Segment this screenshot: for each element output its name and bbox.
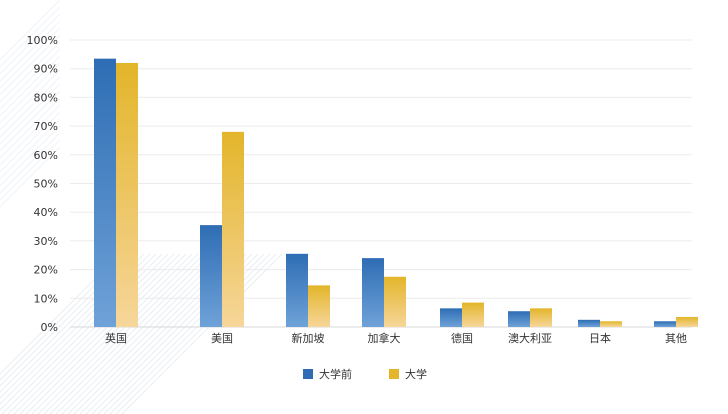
x-tick-label: 德国 [451, 331, 473, 345]
y-tick-label: 0% [41, 321, 58, 334]
bg-stripe [0, 41, 61, 103]
bar-university [384, 276, 406, 327]
bar-university [530, 308, 552, 327]
bg-stripe [0, 97, 61, 159]
x-tick-label: 美国 [211, 332, 233, 345]
bar-pre-university [440, 308, 462, 327]
x-tick-label: 澳大利亚 [508, 331, 552, 345]
bg-stripe [0, 34, 61, 96]
x-axis: 英国 美国 新加坡 加拿大 德国 澳大利亚 日本 其他 [105, 331, 687, 345]
legend-label: 大学 [405, 367, 427, 381]
bg-stripe [0, 146, 61, 208]
bg-stripe [0, 104, 61, 166]
bar-pre-university [200, 225, 222, 327]
bar-university [116, 62, 138, 328]
bar-university [462, 302, 484, 327]
bg-stripe [0, 20, 61, 82]
bg-stripe [31, 253, 193, 414]
legend-label: 大学前 [319, 367, 352, 381]
x-tick-label: 日本 [589, 331, 611, 345]
bg-stripe [121, 253, 283, 414]
bg-stripe [0, 13, 61, 75]
bg-stripe [0, 132, 61, 194]
bg-stripe [0, 0, 61, 61]
y-tick-label: 20% [34, 264, 58, 277]
y-tick-label: 90% [34, 63, 58, 76]
bg-stripe [25, 253, 187, 414]
y-axis: 0% 10% 20% 30% 40% 50% 60% 70% 80% 90% 100% [27, 34, 58, 334]
bg-stripe [115, 253, 277, 414]
bg-stripe [13, 253, 175, 414]
bg-stripe [55, 253, 217, 414]
y-tick-label: 100% [27, 34, 58, 47]
bg-stripe [0, 118, 61, 180]
legend: 大学前 大学 [303, 367, 427, 381]
x-tick-label: 加拿大 [368, 331, 401, 345]
bar-university [600, 321, 622, 327]
x-tick-label: 新加坡 [292, 331, 325, 345]
bar-pre-university [286, 253, 308, 327]
bg-stripe [0, 253, 121, 375]
y-tick-label: 30% [34, 235, 58, 248]
bg-stripe [49, 253, 211, 414]
bg-stripe [0, 111, 61, 173]
bar-pre-university [362, 258, 384, 327]
bg-stripe [61, 253, 223, 414]
bg-stripe [0, 27, 61, 89]
y-tick-label: 10% [34, 292, 58, 305]
bars [94, 58, 698, 328]
bg-stripe [0, 55, 61, 117]
legend-item[interactable]: 大学 [389, 367, 427, 381]
bg-stripe [37, 253, 199, 414]
bar-pre-university [578, 319, 600, 327]
bg-stripe [0, 6, 61, 68]
x-tick-label: 其他 [665, 332, 687, 345]
bar-pre-university [654, 321, 676, 327]
bar-pre-university [94, 58, 116, 327]
bg-stripe [0, 69, 61, 131]
legend-item[interactable]: 大学前 [303, 367, 352, 381]
y-tick-label: 80% [34, 91, 58, 104]
bg-stripe [0, 139, 61, 201]
legend-swatch [303, 369, 313, 379]
bg-stripe [0, 125, 61, 187]
bg-stripe [0, 76, 61, 138]
y-tick-label: 70% [34, 120, 58, 133]
bar-university [676, 316, 698, 327]
bg-stripe [19, 253, 181, 414]
legend-swatch [389, 369, 399, 379]
bar-university [222, 131, 244, 327]
bg-stripe [0, 83, 61, 145]
bg-stripe [0, 90, 61, 152]
bg-stripe [7, 253, 169, 414]
bg-stripe [0, 62, 61, 124]
bar-pre-university [508, 311, 530, 327]
y-tick-label: 60% [34, 149, 58, 162]
bg-stripe [0, 48, 61, 110]
bar-university [308, 285, 330, 327]
y-tick-label: 40% [34, 206, 58, 219]
bg-stripe [43, 253, 205, 414]
x-tick-label: 英国 [105, 331, 127, 345]
y-tick-label: 50% [34, 178, 58, 191]
